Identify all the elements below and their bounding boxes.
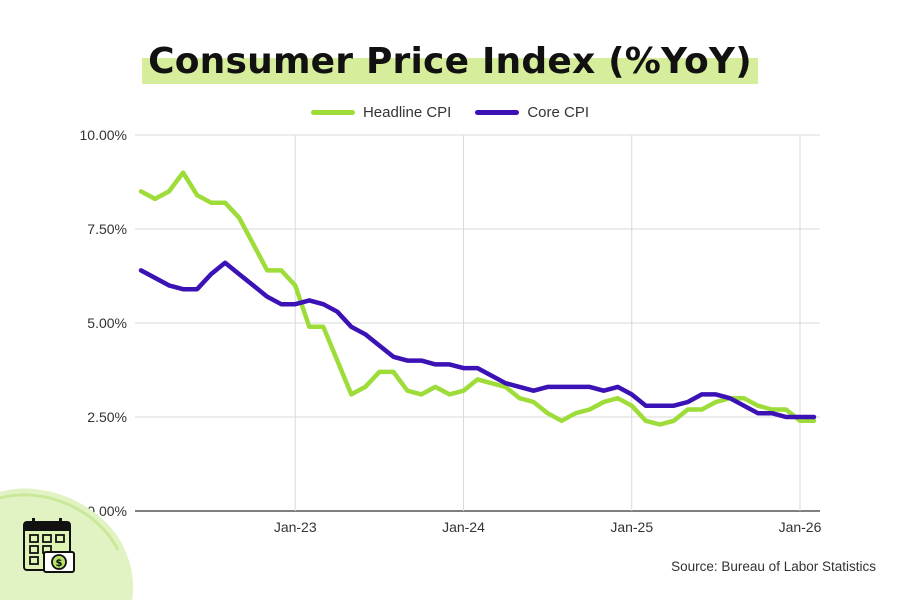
x-tick-label: Jan-23 [274,519,317,535]
y-tick-label: 5.00% [87,315,127,331]
y-tick-label: 2.50% [87,409,127,425]
x-tick-label: Jan-25 [610,519,653,535]
chart-title-text: Consumer Price Index (%YoY) [148,41,752,82]
chart-legend: Headline CPI Core CPI [0,104,900,121]
legend-swatch-core [475,110,520,115]
y-tick-label: 10.00% [80,127,127,143]
legend-label-core: Core CPI [527,104,590,121]
x-tick-label: Jan-26 [779,519,822,535]
legend-item-core: Core CPI [475,104,589,121]
y-tick-label: 7.50% [87,221,127,237]
legend-label-headline: Headline CPI [362,104,452,121]
chart-title-wrap: Consumer Price Index (%YoY) [0,40,900,84]
calendar-money-icon: $ [0,488,134,600]
chart-title: Consumer Price Index (%YoY) [142,40,758,84]
headline-cpi-line [138,170,817,427]
legend-item-headline: Headline CPI [310,104,452,121]
source-note: Source: Bureau of Labor Statistics [671,559,876,574]
legend-swatch-headline [310,110,355,115]
x-tick-label: Jan-24 [442,519,485,535]
core-cpi-line [138,260,817,420]
svg-text:$: $ [56,558,63,569]
